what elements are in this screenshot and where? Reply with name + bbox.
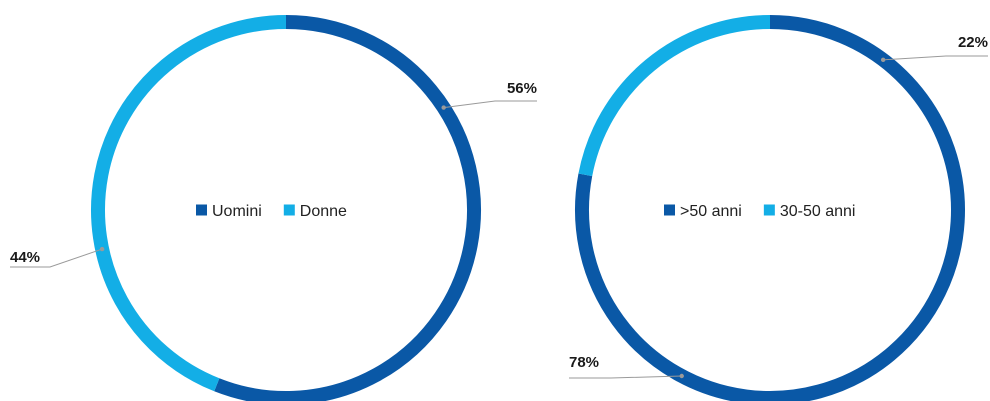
donut-slice-50-anni: [575, 15, 965, 401]
legend-swatch-uomini: [196, 204, 207, 216]
chart-gender-ring: [91, 15, 481, 401]
chart-gender: Uomini Donne 56% 44%: [10, 15, 537, 401]
data-label-30-50: 22%: [958, 34, 988, 51]
data-label-donne: 44%: [10, 249, 40, 266]
chart-gender-callouts: 56% 44%: [10, 80, 537, 268]
leader-line-over-50: [569, 375, 682, 379]
chart-age-legend: >50 anni 30-50 anni: [664, 203, 855, 220]
chart-age: >50 anni 30-50 anni 78% 22%: [569, 15, 988, 401]
legend-label-30-50: 30-50 anni: [780, 203, 856, 220]
chart-gender-legend: Uomini Donne: [196, 203, 347, 220]
donut-slice-30-50-anni: [578, 15, 771, 177]
legend-swatch-donne: [283, 204, 295, 216]
data-label-uomini: 56%: [507, 80, 537, 97]
legend-label-over-50: >50 anni: [680, 203, 742, 220]
legend-swatch-30-50: [763, 204, 775, 216]
chart-age-ring: [575, 15, 965, 401]
data-label-over-50: 78%: [569, 354, 599, 371]
leader-dot-over-50: [679, 373, 684, 379]
donut-slice-donne: [91, 15, 287, 392]
leader-dot-30-50: [880, 57, 886, 63]
leader-dot-uomini: [441, 105, 446, 110]
leader-line-donne: [10, 248, 103, 268]
leader-line-uomini: [443, 100, 537, 109]
chart-age-callouts: 78% 22%: [569, 34, 988, 379]
legend-label-donne: Donne: [300, 203, 347, 220]
legend-swatch-over-50: [664, 204, 675, 216]
donut-slice-uomini: [214, 15, 481, 401]
leader-line-30-50: [883, 55, 988, 61]
leader-dot-donne: [99, 246, 105, 252]
legend-label-uomini: Uomini: [212, 203, 262, 220]
